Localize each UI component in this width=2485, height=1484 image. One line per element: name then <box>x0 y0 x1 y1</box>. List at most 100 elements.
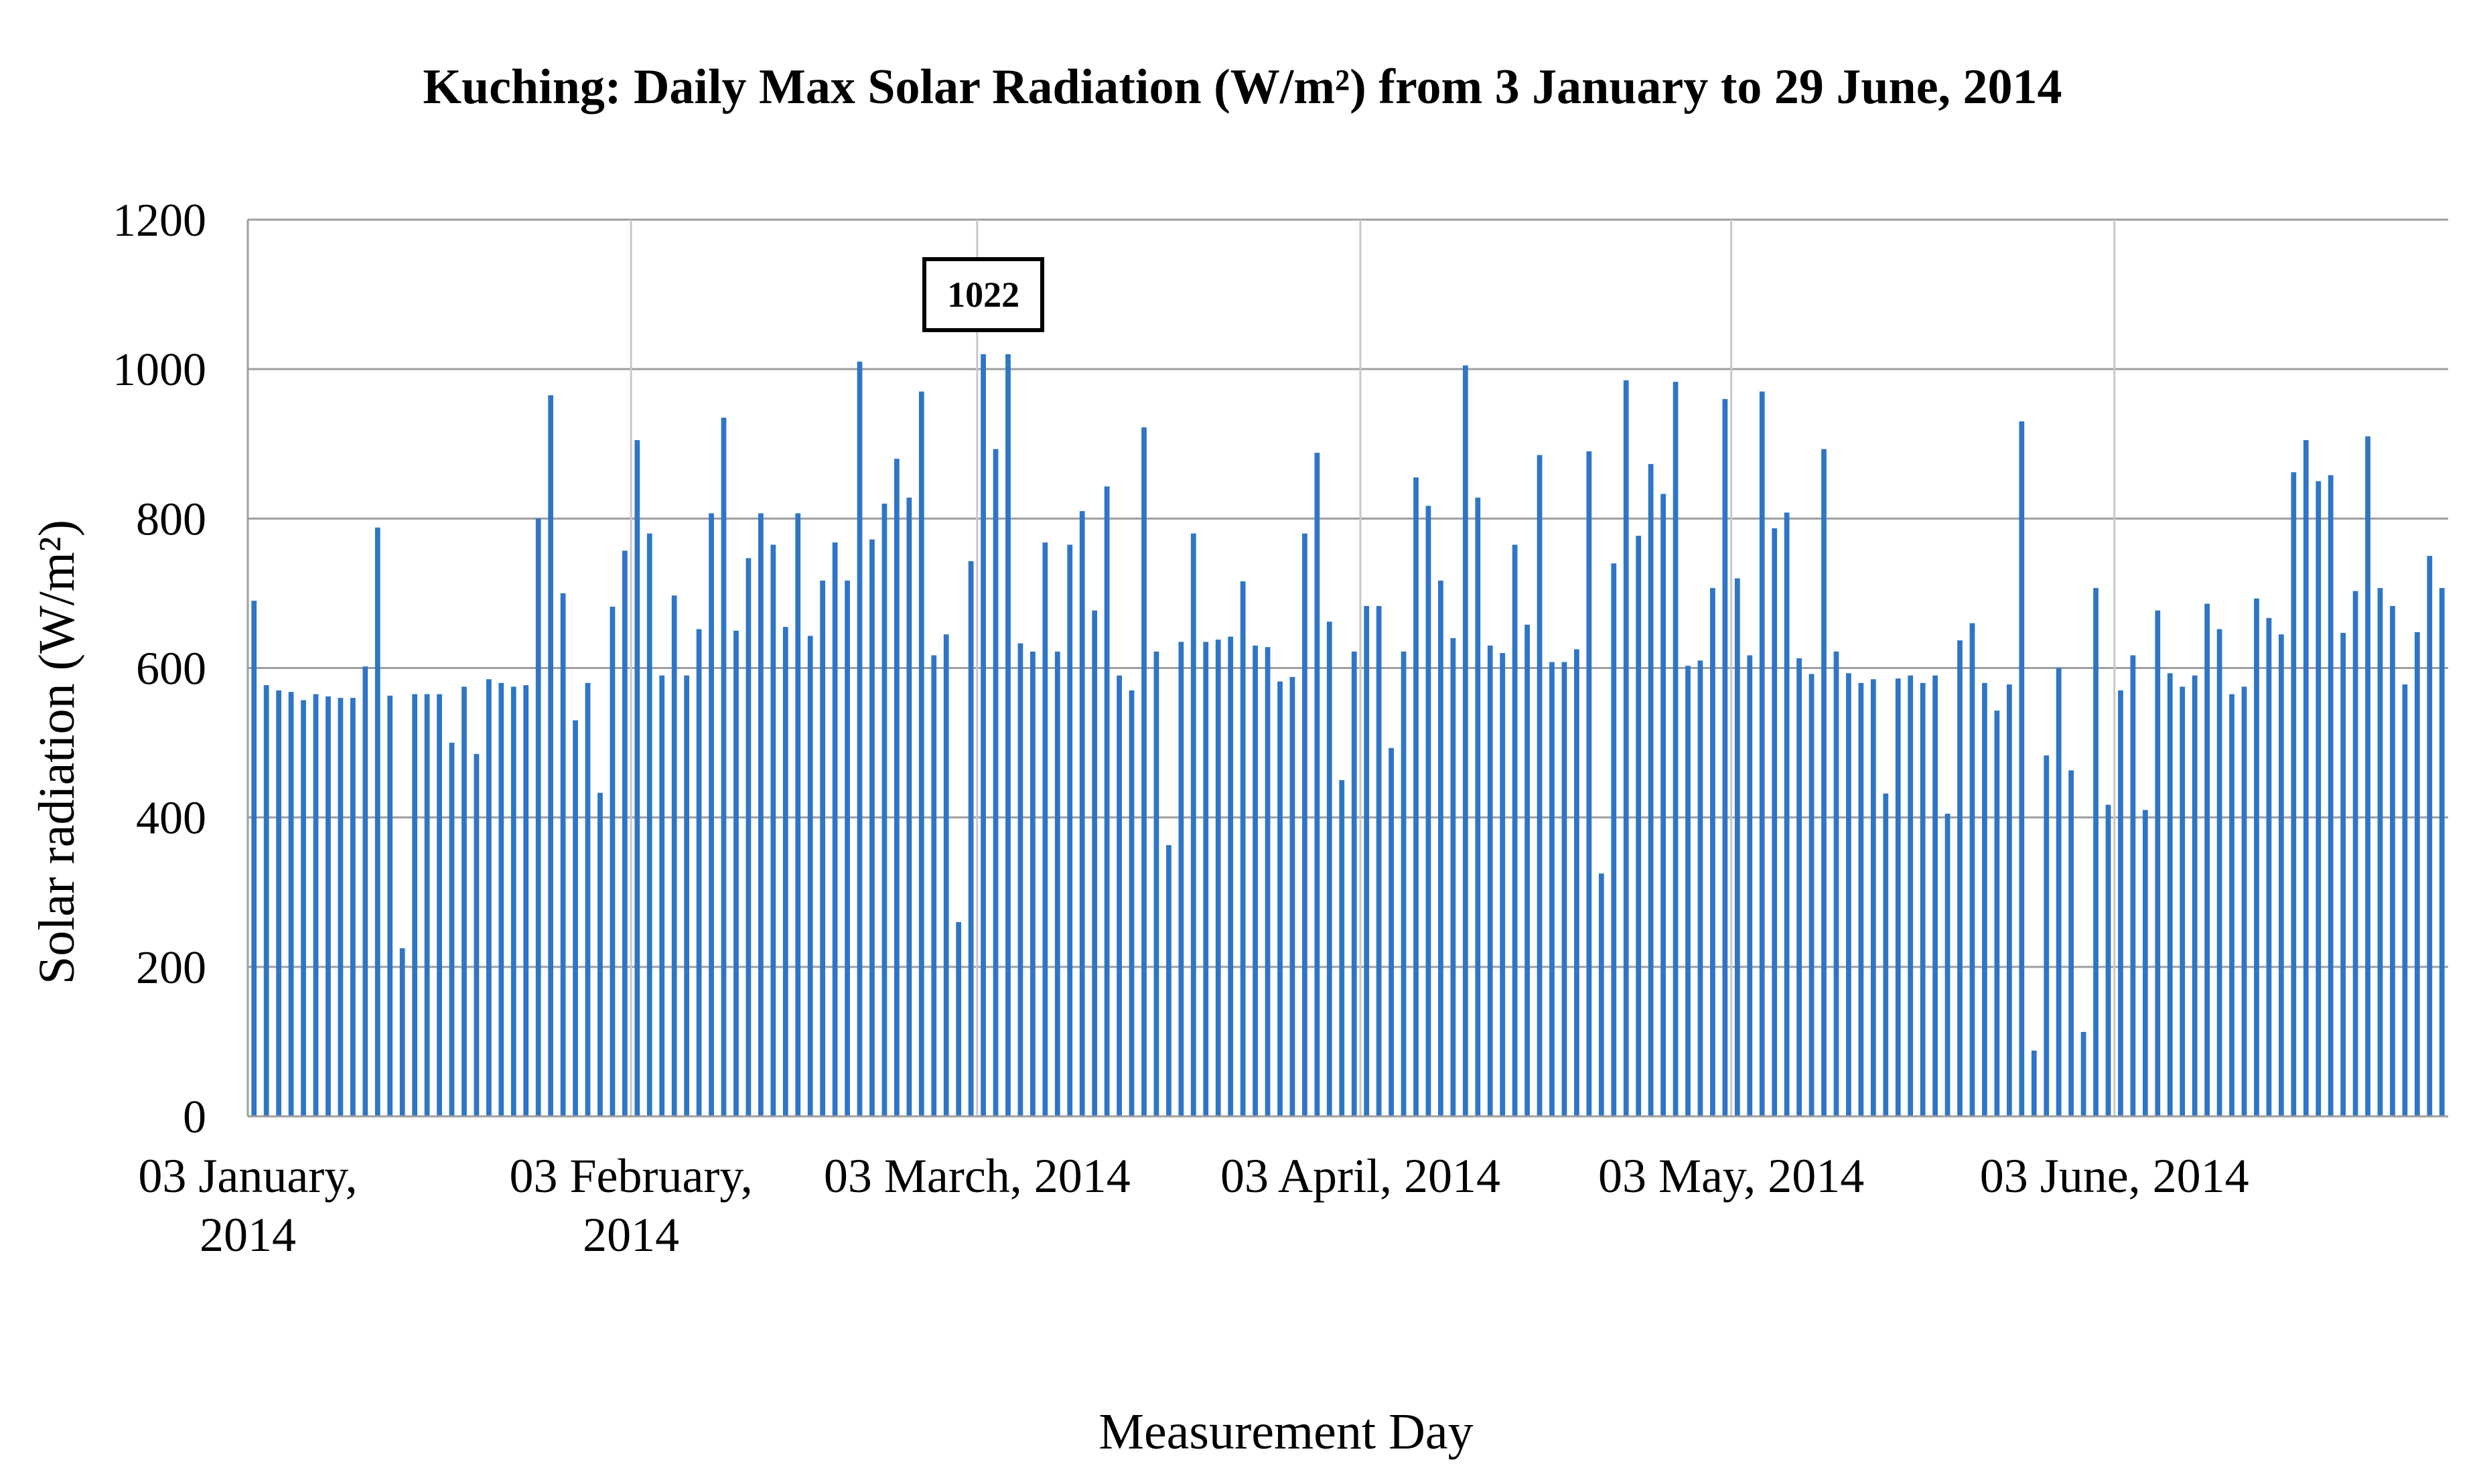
bar <box>1734 578 1740 1116</box>
bar <box>1042 542 1048 1116</box>
bar <box>968 561 974 1116</box>
bar <box>350 698 356 1116</box>
bar <box>1636 536 1642 1116</box>
bar <box>758 513 764 1116</box>
bar <box>1401 651 1407 1116</box>
bar <box>2340 633 2346 1116</box>
x-tick-label: 03 June, 2014 <box>1979 1149 2249 1203</box>
bar <box>782 627 788 1116</box>
bar <box>1549 662 1555 1116</box>
bar <box>1413 477 1419 1116</box>
bar <box>918 391 924 1116</box>
bar <box>1438 580 1443 1116</box>
bar <box>881 504 888 1116</box>
bar <box>1759 391 1765 1116</box>
bar <box>1314 453 1320 1116</box>
bar <box>2155 610 2161 1116</box>
bar <box>288 692 294 1116</box>
bar <box>2291 472 2297 1116</box>
bar <box>1265 647 1271 1116</box>
bar <box>795 513 801 1116</box>
bar <box>1228 636 1234 1116</box>
bar <box>1772 528 1778 1116</box>
bar <box>2204 603 2210 1116</box>
bar <box>1858 682 1864 1116</box>
bar <box>659 675 665 1116</box>
y-tick-label: 1200 <box>113 195 206 246</box>
bar <box>1870 679 1876 1116</box>
bar <box>1796 658 1802 1116</box>
bar <box>2278 634 2284 1116</box>
bar <box>2056 668 2062 1116</box>
bar <box>1326 621 1332 1116</box>
bar <box>2377 588 2383 1116</box>
bar <box>746 558 752 1116</box>
bar <box>646 533 652 1116</box>
bar <box>1190 533 1196 1116</box>
bar <box>1475 498 1481 1116</box>
bar <box>684 675 690 1116</box>
bar <box>1339 780 1345 1117</box>
bar <box>1450 638 1456 1116</box>
bar <box>1389 747 1394 1116</box>
bar <box>1598 873 1604 1116</box>
bar <box>498 682 504 1116</box>
bar <box>263 685 269 1116</box>
bar <box>412 694 418 1116</box>
max-value-callout: 1022 <box>922 257 1045 332</box>
x-tick-label: 03 February, 2014 <box>509 1149 753 1262</box>
bar <box>622 550 628 1116</box>
bar <box>449 743 455 1116</box>
bar <box>1500 653 1506 1116</box>
x-tick-label: 03 May, 2014 <box>1598 1149 1865 1203</box>
bar <box>548 395 554 1116</box>
bar <box>1660 494 1666 1116</box>
bar <box>1574 649 1579 1116</box>
bar <box>437 694 442 1116</box>
bar <box>1982 682 1987 1116</box>
bar <box>301 700 306 1116</box>
y-tick-label: 800 <box>136 494 206 545</box>
bar <box>1908 675 1914 1116</box>
bar <box>2328 475 2334 1116</box>
bar <box>820 580 826 1116</box>
bar <box>2167 673 2173 1116</box>
bar <box>1289 676 1295 1116</box>
bar <box>313 694 319 1116</box>
bar <box>1846 673 1851 1116</box>
bar <box>1462 365 1468 1116</box>
bar <box>1079 511 1085 1116</box>
y-tick-label: 400 <box>136 793 206 844</box>
bar <box>1969 623 1975 1116</box>
bar <box>1611 563 1617 1116</box>
bar <box>597 792 603 1116</box>
bar <box>2427 556 2433 1117</box>
bar <box>1166 844 1172 1116</box>
bar <box>2439 588 2445 1116</box>
bar <box>1994 711 2000 1116</box>
bar <box>1673 382 1679 1116</box>
bar <box>2241 686 2247 1116</box>
y-tick-label: 200 <box>136 942 206 994</box>
bar <box>1129 690 1135 1116</box>
bar <box>1722 398 1728 1116</box>
bar <box>1784 512 1790 1116</box>
bar <box>1364 605 1370 1116</box>
bar <box>671 595 677 1116</box>
bar <box>894 459 900 1116</box>
bar <box>1944 814 1950 1116</box>
chart-title: Kuching: Daily Max Solar Radiation (W/m²… <box>423 60 2062 115</box>
bar <box>338 698 344 1116</box>
bar <box>573 720 578 1116</box>
bar <box>807 636 813 1116</box>
bar <box>2068 770 2074 1116</box>
bar <box>535 518 541 1116</box>
bar <box>2093 588 2099 1116</box>
bar <box>2105 804 2111 1116</box>
bar <box>1067 544 1073 1116</box>
bar <box>1153 651 1159 1116</box>
bar <box>1932 675 1938 1116</box>
bar <box>1141 427 1147 1117</box>
bar <box>2303 440 2309 1116</box>
y-tick-label: 1000 <box>113 344 206 396</box>
